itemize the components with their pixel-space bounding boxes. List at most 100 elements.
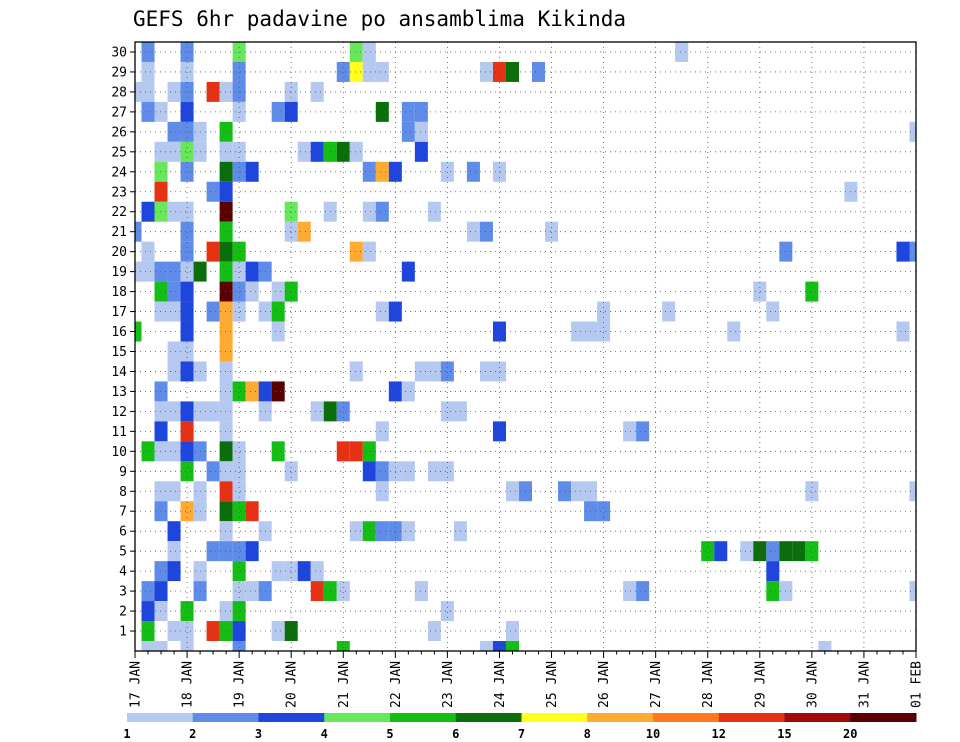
heatmap-cell <box>766 301 780 322</box>
heatmap-cell <box>232 101 246 122</box>
heatmap-cell <box>479 221 493 242</box>
heatmap-cell <box>401 461 415 482</box>
heatmap-cell <box>141 621 155 642</box>
heatmap-cell <box>492 61 506 82</box>
y-tick-label: 3 <box>119 585 127 600</box>
legend-label: 10 <box>646 727 660 741</box>
heatmap-cell <box>154 161 168 182</box>
y-tick-label: 7 <box>119 505 127 520</box>
heatmap-cell <box>232 461 246 482</box>
heatmap-cell <box>167 281 181 302</box>
y-tick-label: 29 <box>111 65 127 80</box>
heatmap-cell <box>727 321 741 342</box>
heatmap-cell <box>362 241 376 262</box>
heatmap-cell <box>232 81 246 102</box>
heatmap-cell <box>167 481 181 502</box>
heatmap-cell <box>180 601 194 622</box>
heatmap-cell <box>245 261 259 282</box>
x-tick-label: 17 JAN <box>129 661 144 708</box>
heatmap-cell <box>167 341 181 362</box>
heatmap-cell <box>180 501 194 522</box>
heatmap-cell <box>219 421 233 442</box>
heatmap-cell <box>180 161 194 182</box>
heatmap-cell <box>362 521 376 542</box>
y-tick-label: 4 <box>119 565 127 580</box>
heatmap-cell <box>219 461 233 482</box>
heatmap-cell <box>180 121 194 142</box>
heatmap-cell <box>362 161 376 182</box>
heatmap-cell <box>909 481 916 502</box>
heatmap-cell <box>180 81 194 102</box>
heatmap-cell <box>675 42 689 62</box>
heatmap-cell <box>219 501 233 522</box>
heatmap-cell <box>414 101 428 122</box>
heatmap-cell <box>232 541 246 562</box>
heatmap-cell <box>219 401 233 422</box>
heatmap-cell <box>232 581 246 602</box>
legend-label: 5 <box>386 727 393 741</box>
heatmap-cell <box>909 581 916 602</box>
heatmap-cell <box>297 141 311 162</box>
heatmap-cell <box>180 301 194 322</box>
heatmap-cell <box>479 361 493 382</box>
heatmap-cell <box>284 281 298 302</box>
y-tick-label: 25 <box>111 145 127 160</box>
x-tick-label: 21 JAN <box>337 661 352 708</box>
heatmap-cell <box>805 481 819 502</box>
heatmap-cell <box>141 61 155 82</box>
heatmap-cell <box>167 261 181 282</box>
heatmap-cell <box>349 42 363 62</box>
heatmap-cell <box>167 121 181 142</box>
chart-title: GEFS 6hr padavine po ansamblima Kikinda <box>133 7 626 31</box>
heatmap-cell <box>766 541 780 562</box>
x-tick-label: 19 JAN <box>233 661 248 708</box>
heatmap-cell <box>271 561 285 582</box>
heatmap-cell <box>180 361 194 382</box>
heatmap-cell <box>167 541 181 562</box>
heatmap-cell <box>219 121 233 142</box>
y-tick-label: 9 <box>119 465 127 480</box>
y-tick-label: 28 <box>111 85 127 100</box>
heatmap-cell <box>401 121 415 142</box>
heatmap-cell <box>310 81 324 102</box>
heatmap-cell <box>375 461 389 482</box>
heatmap-cell <box>571 321 585 342</box>
x-tick-label: 18 JAN <box>181 661 196 708</box>
heatmap-cell <box>597 501 611 522</box>
heatmap-cell <box>232 441 246 462</box>
heatmap-cell <box>375 161 389 182</box>
heatmap-cell <box>206 241 220 262</box>
legend-swatch <box>653 713 720 722</box>
heatmap-cell <box>414 141 428 162</box>
heatmap-cell <box>636 581 650 602</box>
heatmap-cell <box>492 421 506 442</box>
heatmap-cell <box>414 361 428 382</box>
y-tick-label: 15 <box>111 345 127 360</box>
heatmap-cell <box>896 241 910 262</box>
heatmap-cell <box>141 201 155 222</box>
color-legend: 1 2 3 4 5 6 7 8 10 12 15 20 <box>123 713 917 741</box>
heatmap-cell <box>232 61 246 82</box>
heatmap-cell <box>466 221 480 242</box>
heatmap-cell <box>141 581 155 602</box>
heatmap-cell <box>219 301 233 322</box>
heatmap-cell <box>219 361 233 382</box>
x-tick-label: 26 JAN <box>597 661 612 708</box>
heatmap-cell <box>805 281 819 302</box>
legend-label: 4 <box>321 727 328 741</box>
x-tick-label: 20 JAN <box>285 661 300 708</box>
heatmap-cell <box>466 161 480 182</box>
heatmap-cell <box>505 641 519 651</box>
heatmap-cell <box>167 441 181 462</box>
x-tick-label: 27 JAN <box>649 661 664 708</box>
y-tick-label: 13 <box>111 385 127 400</box>
heatmap-cell <box>427 461 441 482</box>
heatmap-cell <box>219 321 233 342</box>
heatmap-cell <box>375 421 389 442</box>
heatmap-cell <box>232 481 246 502</box>
legend-swatch <box>192 713 259 722</box>
heatmap-cell <box>232 261 246 282</box>
heatmap-cell <box>440 361 454 382</box>
heatmap-cell <box>909 121 916 142</box>
heatmap-cell <box>440 161 454 182</box>
